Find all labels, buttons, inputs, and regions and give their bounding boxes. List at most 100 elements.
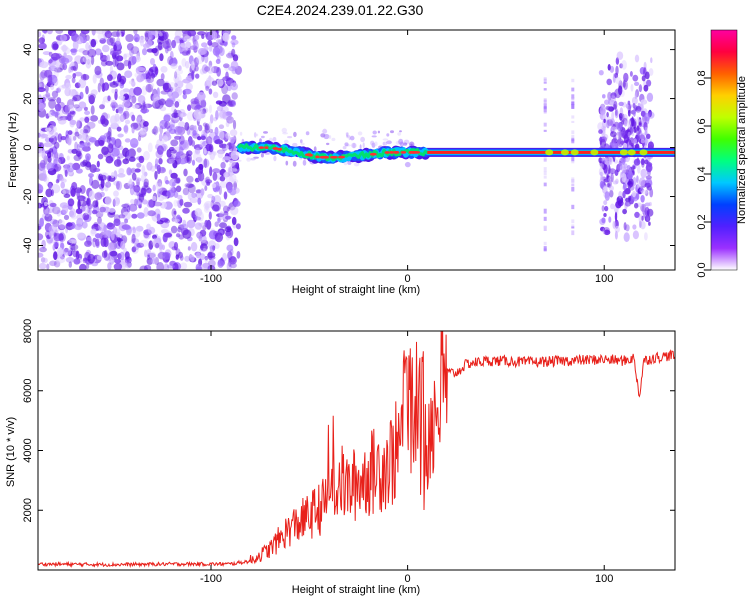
spectrogram-noise-cell — [112, 58, 117, 68]
spectrogram-noise-cell — [224, 226, 232, 233]
spectrogram-carrier-peak — [258, 146, 265, 150]
spectrogram-noise-cell — [612, 104, 617, 110]
spectrogram-noise-cell — [174, 76, 180, 84]
spectrogram-noise-cell — [187, 246, 191, 251]
spectrogram-noise-cell — [571, 177, 575, 181]
spectrogram-noise-cell — [67, 138, 72, 146]
spectrogram-noise-cell — [156, 213, 161, 222]
spectrogram-noise-cell — [140, 108, 150, 114]
spectrogram-noise-cell — [160, 73, 165, 81]
spectrogram-noise-cell — [231, 35, 237, 41]
spectrogram-noise-cell — [543, 122, 547, 127]
spectrogram-noise-cell — [108, 207, 116, 213]
spectrogram-noise-cell — [386, 140, 392, 145]
spectrogram-noise-cell — [111, 88, 116, 94]
spectrogram-noise-cell — [140, 239, 149, 247]
spectrogram-noise-cell — [543, 88, 547, 91]
spectrogram-noise-cell — [70, 65, 77, 71]
spectrogram-noise-cell — [73, 258, 81, 265]
spectrogram-noise-cell — [639, 132, 646, 141]
spectrogram-noise-cell — [225, 120, 230, 128]
spectrogram-noise-cell — [117, 173, 126, 178]
spectrogram-noise-cell — [88, 190, 95, 200]
spectrogram-noise-cell — [120, 240, 126, 250]
spectrogram-noise-cell — [50, 61, 59, 71]
spectrogram-noise-cell — [163, 263, 169, 270]
spectrogram-noise-cell — [146, 199, 154, 208]
spectrogram-noise-cell — [114, 259, 122, 264]
spectrogram-noise-cell — [213, 201, 222, 212]
spectrogram-noise-cell — [88, 207, 92, 216]
spectrogram-noise-cell — [345, 132, 349, 136]
spectrogram-noise-cell — [163, 219, 171, 224]
spectrogram-noise-cell — [630, 84, 634, 92]
spectrogram-noise-cell — [328, 135, 332, 139]
spectrogram-noise-cell — [285, 160, 289, 166]
spectrogram-noise-cell — [627, 131, 631, 138]
spectrogram-noise-cell — [614, 72, 619, 79]
spectrogram-noise-cell — [602, 228, 606, 235]
spectrogram-noise-cell — [232, 119, 237, 130]
spectrogram-noise-cell — [67, 113, 72, 122]
spectrogram-noise-cell — [72, 162, 81, 171]
spectrogram-noise-cell — [66, 162, 75, 173]
spectrogram-noise-cell — [158, 133, 163, 142]
spectrogram-noise-cell — [222, 205, 230, 214]
spectrogram-noise-cell — [603, 213, 607, 217]
spectrogram-noise-cell — [68, 66, 72, 74]
spectrogram-noise-cell — [370, 140, 375, 146]
spectrogram-noise-cell — [68, 210, 75, 218]
spectrogram-noise-cell — [182, 46, 189, 52]
spectrogram-noise-cell — [208, 211, 212, 220]
spectrogram-noise-cell — [155, 242, 160, 249]
spectrogram-noise-cell — [571, 130, 575, 134]
spectrogram-noise-cell — [88, 137, 97, 143]
spectrogram-carrier-peak — [304, 153, 313, 157]
spectrogram-noise-cell — [80, 74, 90, 81]
spectrogram-noise-cell — [633, 138, 637, 145]
spectrogram-noise-cell — [94, 65, 102, 76]
spectrogram-noise-cell — [55, 59, 62, 68]
spectrogram-noise-cell — [84, 116, 90, 123]
spectrogram-noise-cell — [191, 159, 196, 166]
spectrogram-noise-cell — [190, 100, 199, 110]
spectrogram-noise-cell — [219, 222, 227, 229]
spectrogram-noise-cell — [571, 161, 575, 164]
spectrogram-noise-cell — [46, 30, 53, 35]
spectrogram-noise-cell — [217, 39, 224, 48]
spectrogram-noise-cell — [174, 86, 183, 96]
spectrogram-noise-cell — [71, 148, 78, 154]
spectrogram-noise-cell — [182, 93, 187, 100]
spectrogram-noise-cell — [214, 221, 219, 227]
spectrogram-noise-cell — [88, 44, 92, 50]
spectrogram-noise-cell — [187, 30, 197, 37]
spectrogram-noise-cell — [178, 146, 184, 155]
spectrogram-noise-cell — [132, 226, 136, 232]
spectrogram-noise-cell — [50, 84, 55, 91]
spectrogram-noise-cell — [85, 85, 89, 95]
spectrogram-noise-cell — [71, 77, 76, 84]
spectrogram-noise-cell — [410, 143, 413, 146]
spectrogram-noise-cell — [543, 171, 547, 176]
colorbar-tick-label: 0.4 — [696, 166, 708, 181]
spectrogram-noise-cell — [91, 30, 96, 36]
spectrogram-noise-cell — [603, 186, 608, 191]
spectrogram-noise-cell — [635, 126, 641, 135]
spectrogram-noise-cell — [87, 204, 94, 210]
spectrogram-noise-cell — [617, 199, 624, 207]
spectrogram-noise-cell — [133, 33, 140, 43]
spectrogram-noise-cell — [200, 188, 205, 196]
spectrogram-noise-cell — [606, 183, 611, 188]
spectrogram-noise-cell — [404, 161, 411, 168]
spectrogram-noise-cell — [173, 125, 183, 135]
spectrogram-noise-cell — [113, 218, 121, 227]
spectrogram-noise-cell — [70, 110, 77, 116]
colorbar: 0.0 0.2 0.4 0.6 0.8 Normalized spectral ampl… — [696, 29, 748, 278]
spectrogram-noise-cell — [209, 128, 214, 133]
spectrogram-noise-cell — [172, 262, 179, 270]
spectrogram-noise-cell — [218, 130, 225, 140]
x-tick-label: 100 — [595, 573, 613, 585]
spectrogram-noise-cell — [87, 48, 97, 58]
spectrogram-noise-cell — [171, 39, 177, 49]
spectrogram-noise-cell — [49, 260, 57, 267]
